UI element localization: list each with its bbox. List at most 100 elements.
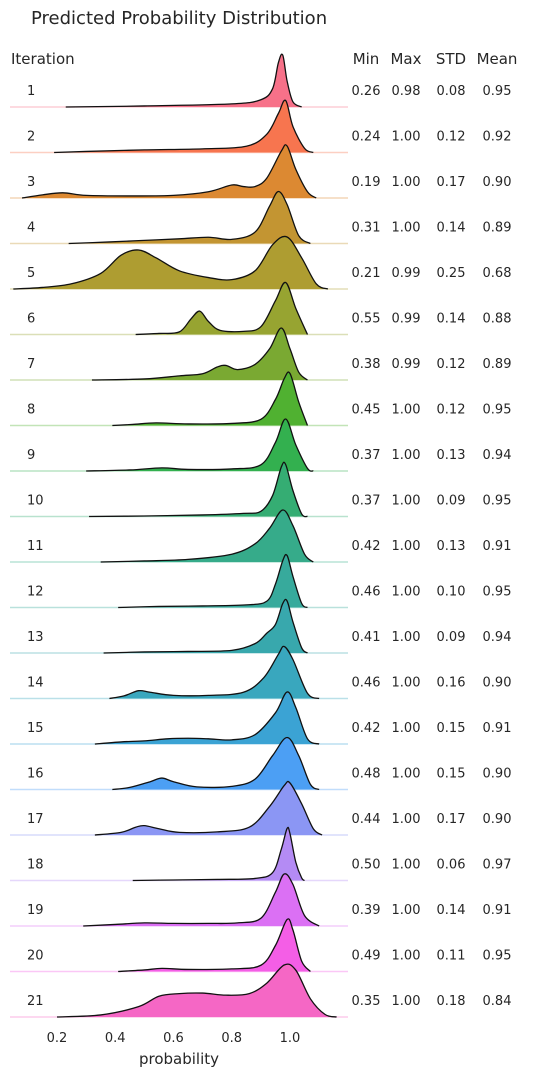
stat-min-6: 0.55 <box>352 312 381 327</box>
stat-mean-8: 0.95 <box>483 403 512 418</box>
stat-std-10: 0.09 <box>437 494 466 509</box>
iteration-label-6: 6 <box>27 312 35 327</box>
stat-min-10: 0.37 <box>352 494 381 509</box>
ridge-row-2: 2 0.24 1.00 0.12 0.92 <box>10 99 512 154</box>
ridge-row-15: 15 0.42 1.00 0.15 0.91 <box>10 691 512 745</box>
ridges: 1 0.26 0.98 0.08 0.95 2 0.24 1.00 0.12 0.92 3 0.19 1… <box>10 53 512 1018</box>
stat-mean-9: 0.94 <box>483 448 512 463</box>
ridge-row-17: 17 0.44 1.00 0.17 0.90 <box>10 780 512 836</box>
iteration-label-19: 19 <box>27 903 44 918</box>
ridge-outline-12 <box>118 553 308 609</box>
x-tick-label-0.4: 0.4 <box>105 1031 126 1046</box>
ridge-row-1: 1 0.26 0.98 0.08 0.95 <box>10 53 512 108</box>
ridge-row-12: 12 0.46 1.00 0.10 0.95 <box>10 553 512 609</box>
stat-mean-2: 0.92 <box>483 130 512 145</box>
iteration-label-20: 20 <box>27 949 44 964</box>
stat-std-12: 0.10 <box>437 585 466 600</box>
stat-mean-15: 0.91 <box>483 721 512 736</box>
ridge-outline-3 <box>21 144 317 199</box>
stat-max-20: 1.00 <box>392 949 421 964</box>
ridge-fill-6 <box>135 282 308 335</box>
stat-max-4: 1.00 <box>392 221 421 236</box>
y-axis-label: Iteration <box>11 50 75 68</box>
stat-min-13: 0.41 <box>352 630 381 645</box>
stat-std-19: 0.14 <box>437 903 466 918</box>
ridge-outline-18 <box>132 826 305 882</box>
iteration-label-9: 9 <box>27 448 35 463</box>
stat-max-12: 1.00 <box>392 585 421 600</box>
stat-max-13: 1.00 <box>392 630 421 645</box>
stat-std-6: 0.14 <box>437 312 466 327</box>
stat-mean-4: 0.89 <box>483 221 512 236</box>
stat-mean-14: 0.90 <box>483 676 512 691</box>
ridge-row-8: 8 0.45 1.00 0.12 0.95 <box>10 371 512 427</box>
ridge-outline-4 <box>68 190 311 245</box>
x-axis-ticks: 0.2 0.4 0.6 0.8 1.0 <box>47 1031 301 1046</box>
stat-std-7: 0.12 <box>437 357 466 372</box>
ridge-fill-9 <box>86 418 314 472</box>
stat-std-20: 0.11 <box>437 949 466 964</box>
stat-header-std: STD <box>436 50 466 68</box>
ridge-fill-1 <box>65 54 302 107</box>
ridge-fill-16 <box>112 737 320 790</box>
ridge-outline-20 <box>118 918 311 973</box>
stat-mean-21: 0.84 <box>483 994 512 1009</box>
stat-max-11: 1.00 <box>392 539 421 554</box>
stat-min-2: 0.24 <box>352 130 381 145</box>
stat-min-5: 0.21 <box>352 266 381 281</box>
stat-std-4: 0.14 <box>437 221 466 236</box>
ridge-row-7: 7 0.38 0.99 0.12 0.89 <box>10 327 511 381</box>
stat-mean-12: 0.95 <box>483 585 512 600</box>
stat-headers: Min Max STD Mean <box>353 50 518 68</box>
ridge-outline-19 <box>83 873 320 927</box>
ridge-outline-21 <box>56 963 337 1018</box>
stat-mean-10: 0.95 <box>483 494 512 509</box>
stat-mean-13: 0.94 <box>483 630 512 645</box>
stat-min-19: 0.39 <box>352 903 381 918</box>
ridge-outline-9 <box>86 418 314 472</box>
stat-mean-16: 0.90 <box>483 767 512 782</box>
stat-max-6: 0.99 <box>392 312 421 327</box>
ridge-outline-15 <box>94 691 320 745</box>
stat-max-8: 1.00 <box>392 403 421 418</box>
ridge-fill-14 <box>109 646 320 699</box>
iteration-label-1: 1 <box>27 84 35 99</box>
stat-max-21: 1.00 <box>392 994 421 1009</box>
ridge-fill-4 <box>68 191 311 244</box>
stat-std-5: 0.25 <box>437 266 466 281</box>
iteration-label-17: 17 <box>27 812 44 827</box>
x-tick-label-1.0: 1.0 <box>280 1031 301 1046</box>
ridge-outline-17 <box>94 780 323 836</box>
stat-header-max: Max <box>390 50 421 68</box>
iteration-label-14: 14 <box>27 676 44 691</box>
iteration-label-13: 13 <box>27 630 44 645</box>
iteration-label-8: 8 <box>27 403 35 418</box>
stat-min-9: 0.37 <box>352 448 381 463</box>
stat-mean-11: 0.91 <box>483 539 512 554</box>
ridge-outline-6 <box>135 281 309 336</box>
ridge-outline-11 <box>100 509 314 563</box>
x-tick-label-0.8: 0.8 <box>221 1031 242 1046</box>
ridge-row-16: 16 0.48 1.00 0.15 0.90 <box>10 736 512 791</box>
iteration-label-18: 18 <box>27 858 44 873</box>
ridge-fill-2 <box>54 100 314 153</box>
x-axis-label: probability <box>139 1050 219 1068</box>
iteration-label-10: 10 <box>27 494 44 509</box>
ridge-row-9: 9 0.37 1.00 0.13 0.94 <box>10 418 512 472</box>
stat-min-11: 0.42 <box>352 539 381 554</box>
stat-min-20: 0.49 <box>352 949 381 964</box>
stat-mean-17: 0.90 <box>483 812 512 827</box>
stat-min-12: 0.46 <box>352 585 381 600</box>
stat-std-14: 0.16 <box>437 676 466 691</box>
iteration-label-11: 11 <box>27 539 44 554</box>
ridge-row-14: 14 0.46 1.00 0.16 0.90 <box>10 645 512 700</box>
ridge-row-11: 11 0.42 1.00 0.13 0.91 <box>10 509 512 563</box>
stat-std-2: 0.12 <box>437 130 466 145</box>
ridge-outline-14 <box>109 645 320 700</box>
stat-mean-1: 0.95 <box>483 84 512 99</box>
stat-mean-20: 0.95 <box>483 949 512 964</box>
stat-mean-5: 0.68 <box>483 266 512 281</box>
stat-max-10: 1.00 <box>392 494 421 509</box>
ridge-outline-5 <box>13 235 329 290</box>
stat-max-19: 1.00 <box>392 903 421 918</box>
